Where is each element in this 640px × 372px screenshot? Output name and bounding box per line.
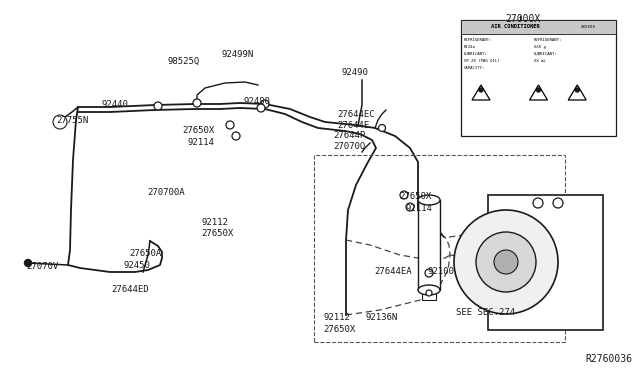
Text: 92100: 92100 — [427, 267, 454, 276]
Circle shape — [575, 88, 579, 92]
Text: 92112: 92112 — [323, 313, 350, 322]
Text: 92114: 92114 — [188, 138, 215, 147]
Circle shape — [378, 125, 385, 131]
Circle shape — [533, 198, 543, 208]
Circle shape — [257, 104, 265, 112]
Text: 92480: 92480 — [244, 97, 271, 106]
Text: 27000X: 27000X — [505, 14, 540, 24]
Text: REFRIGERANT:: REFRIGERANT: — [464, 38, 493, 42]
Text: R2760036: R2760036 — [585, 354, 632, 364]
Bar — [314, 155, 565, 342]
Text: 92450: 92450 — [123, 261, 150, 270]
Circle shape — [53, 115, 67, 129]
Ellipse shape — [418, 195, 440, 205]
Text: 270700A: 270700A — [147, 188, 184, 197]
Text: 27644ED: 27644ED — [111, 285, 148, 294]
Text: 92440: 92440 — [101, 100, 128, 109]
Text: 27755N: 27755N — [56, 116, 88, 125]
Text: LUBRICANT:: LUBRICANT: — [534, 52, 557, 56]
Text: LUBRICANT:: LUBRICANT: — [464, 52, 488, 56]
Text: XXXXXX: XXXXXX — [580, 25, 596, 29]
Circle shape — [553, 198, 563, 208]
Circle shape — [193, 99, 201, 107]
Text: 27644E: 27644E — [337, 121, 369, 130]
Circle shape — [454, 210, 558, 314]
Text: AIR CONDITIONER: AIR CONDITIONER — [491, 25, 540, 29]
Text: 27070Q: 27070Q — [333, 142, 365, 151]
Text: SP-20 (PAG OIL): SP-20 (PAG OIL) — [464, 59, 500, 63]
Circle shape — [56, 118, 64, 126]
Text: 27644EC: 27644EC — [337, 110, 374, 119]
Bar — [461, 20, 616, 136]
Circle shape — [406, 203, 414, 211]
Circle shape — [226, 121, 234, 129]
Circle shape — [494, 250, 518, 274]
Text: 92136N: 92136N — [365, 313, 397, 322]
Text: 92490: 92490 — [341, 68, 368, 77]
Circle shape — [400, 191, 408, 199]
Bar — [422, 292, 436, 300]
Text: 27650X: 27650X — [323, 325, 355, 334]
Text: 27070V: 27070V — [26, 262, 58, 271]
Text: 92114: 92114 — [406, 204, 433, 213]
Text: 92499N: 92499N — [222, 50, 254, 59]
Text: SEE SEC.274: SEE SEC.274 — [456, 308, 515, 317]
Circle shape — [154, 102, 162, 110]
Circle shape — [232, 132, 240, 140]
Text: 27644P: 27644P — [333, 131, 365, 140]
Text: 92112: 92112 — [201, 218, 228, 227]
Text: R134a: R134a — [464, 45, 476, 49]
Text: CAPACITY:: CAPACITY: — [464, 66, 485, 70]
Bar — [488, 195, 603, 330]
Text: XX mL: XX mL — [534, 59, 546, 63]
Bar — [418, 200, 440, 290]
Text: 27650X: 27650X — [201, 229, 233, 238]
Text: 27644EA: 27644EA — [374, 267, 412, 276]
Text: XXX g: XXX g — [534, 45, 546, 49]
Circle shape — [24, 260, 31, 266]
Circle shape — [476, 232, 536, 292]
Ellipse shape — [418, 285, 440, 295]
Circle shape — [426, 290, 432, 296]
Circle shape — [261, 100, 269, 108]
Circle shape — [425, 269, 433, 277]
Text: 27650X: 27650X — [182, 126, 214, 135]
Bar — [461, 20, 616, 34]
Text: 98525Q: 98525Q — [168, 57, 200, 66]
Text: REFRIGERANT:: REFRIGERANT: — [534, 38, 563, 42]
Circle shape — [479, 88, 483, 92]
Text: 27650X: 27650X — [399, 192, 431, 201]
Text: 27650A: 27650A — [129, 249, 161, 258]
Circle shape — [536, 88, 541, 92]
